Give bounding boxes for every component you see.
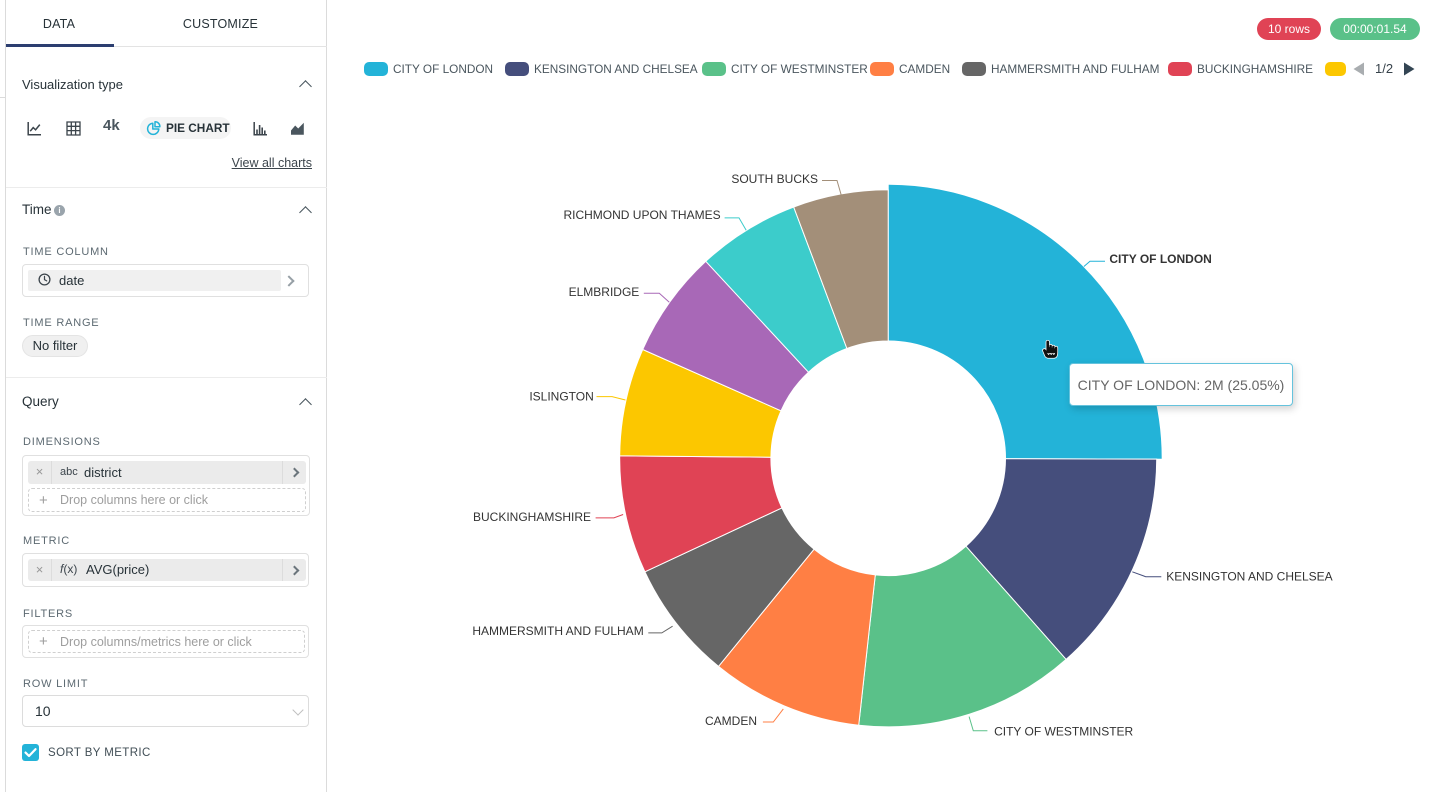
svg-text:KENSINGTON AND CHELSEA: KENSINGTON AND CHELSEA [1166, 569, 1333, 583]
svg-text:ELMBRIDGE: ELMBRIDGE [569, 285, 640, 299]
svg-text:BUCKINGHAMSHIRE: BUCKINGHAMSHIRE [473, 510, 591, 524]
svg-text:ISLINGTON: ISLINGTON [529, 389, 593, 403]
svg-text:HAMMERSMITH AND FULHAM: HAMMERSMITH AND FULHAM [472, 624, 643, 638]
svg-text:SOUTH BUCKS: SOUTH BUCKS [731, 172, 818, 186]
svg-text:CAMDEN: CAMDEN [705, 714, 757, 728]
svg-text:CITY OF WESTMINSTER: CITY OF WESTMINSTER [994, 724, 1133, 738]
svg-text:CITY OF LONDON: CITY OF LONDON [1109, 252, 1211, 266]
svg-text:RICHMOND UPON THAMES: RICHMOND UPON THAMES [563, 208, 720, 222]
